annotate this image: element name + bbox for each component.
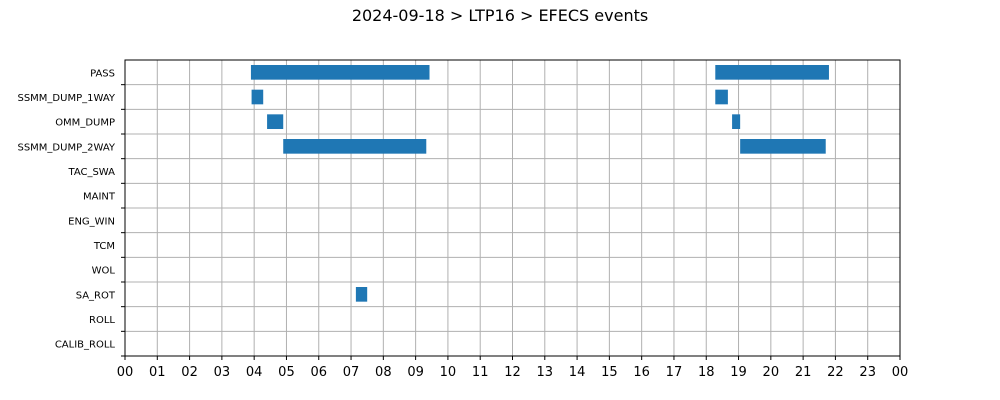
event-bar-omm-dump: [267, 114, 284, 129]
y-tick-label: ENG_WIN: [68, 216, 115, 227]
y-tick-label: MAINT: [83, 192, 116, 203]
x-tick-label: 17: [666, 365, 683, 380]
y-tick-label: TAC_SWA: [67, 167, 115, 178]
x-axis: 00 01 02 03 04 05 06 07 08 09 10 11 12 13 14 15 16 17 18 19…: [117, 356, 909, 380]
event-bar-ssmm-dump-2way: [283, 139, 427, 154]
y-tick-label: TCM: [93, 241, 115, 252]
x-tick-label: 02: [181, 365, 198, 380]
x-tick-label: 03: [214, 365, 231, 380]
y-tick-label: CALIB_ROLL: [55, 340, 116, 351]
y-tick-label: WOL: [92, 266, 116, 277]
event-bar-omm-dump: [732, 114, 741, 129]
x-tick-label: 00: [117, 365, 134, 380]
x-tick-label: 10: [440, 365, 457, 380]
x-tick-label: 22: [827, 365, 844, 380]
x-tick-label: 23: [859, 365, 876, 380]
y-tick-label: SSMM_DUMP_1WAY: [17, 93, 115, 104]
x-tick-label: 08: [375, 365, 392, 380]
x-tick-label: 04: [246, 365, 263, 380]
grid: [124, 60, 901, 356]
x-tick-label: 19: [730, 365, 747, 380]
event-bar-ssmm-dump-2way: [740, 139, 826, 154]
event-bar-pass: [715, 65, 829, 80]
y-tick-label: SSMM_DUMP_2WAY: [17, 142, 115, 153]
x-tick-label: 16: [633, 365, 650, 380]
x-tick-label: 14: [569, 365, 586, 380]
y-axis: PASS SSMM_DUMP_1WAY OMM_DUMP SSMM_DUMP_2WAY…: [17, 68, 125, 357]
event-bar-ssmm-dump-1way: [715, 89, 728, 105]
y-tick-label: SA_ROT: [76, 290, 116, 301]
x-tick-label: 09: [407, 365, 424, 380]
x-tick-label: 20: [763, 365, 780, 380]
event-bar-pass: [250, 65, 430, 80]
x-tick-label: 12: [504, 365, 521, 380]
x-tick-label: 15: [601, 365, 618, 380]
event-bars: [250, 65, 829, 302]
x-tick-label: 06: [310, 365, 327, 380]
x-tick-label: 00: [892, 365, 909, 380]
x-tick-label: 11: [472, 365, 489, 380]
event-bar-ssmm-dump-1way: [251, 89, 264, 105]
x-tick-label: 07: [343, 365, 360, 380]
y-tick-label: PASS: [90, 68, 115, 79]
chart-title: 2024-09-18 > LTP16 > EFECS events: [351, 6, 649, 25]
x-tick-label: 01: [149, 365, 166, 380]
event-bar-sa-rot: [355, 287, 368, 302]
x-tick-label: 05: [278, 365, 295, 380]
y-tick-label: OMM_DUMP: [55, 118, 115, 129]
x-tick-label: 13: [537, 365, 554, 380]
x-tick-label: 18: [698, 365, 715, 380]
x-tick-label: 21: [795, 365, 812, 380]
y-tick-label: ROLL: [89, 315, 115, 326]
